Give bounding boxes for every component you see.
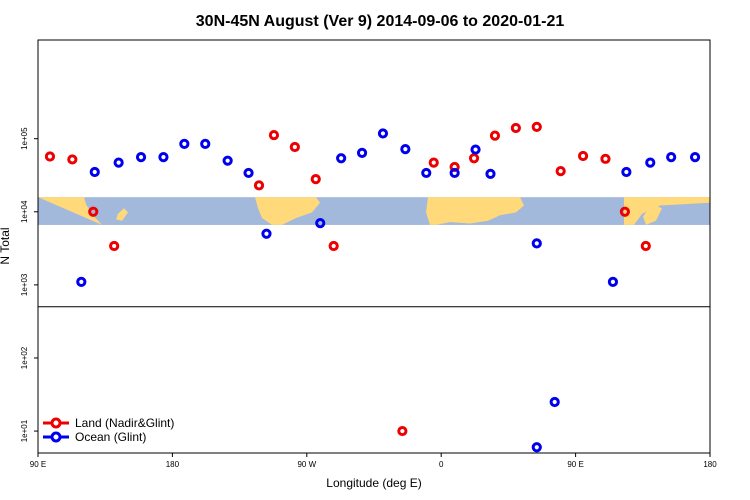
land-point-2 <box>88 206 99 217</box>
land-point-0 <box>44 151 56 162</box>
x-axis-label: Longitude (deg E) <box>326 476 421 490</box>
ocean-point-22 <box>607 276 619 287</box>
map-landmass-0 <box>38 197 102 225</box>
ocean-point-1 <box>89 166 100 178</box>
ocean-point-7 <box>222 155 233 166</box>
y-tick-label-3: 1e+04 <box>20 200 29 223</box>
map-ocean <box>38 197 710 225</box>
x-tick-label-4: 90 E <box>567 460 583 469</box>
x-tick-label-5: 180 <box>703 460 717 469</box>
x-tick-label-0: 90 E <box>30 460 46 469</box>
plot-frame <box>37 39 711 454</box>
land-point-9 <box>397 425 408 437</box>
legend-marker-land <box>50 417 62 429</box>
ocean-point-6 <box>200 138 211 149</box>
ocean-point-5 <box>179 138 190 149</box>
legend-marker-ocean <box>50 431 62 443</box>
ocean-point-9 <box>261 228 272 239</box>
land-point-10 <box>428 157 439 168</box>
x-axis: 90 E 180 90 W 0 90 E 180 <box>30 453 717 469</box>
ocean-point-21 <box>549 396 560 408</box>
data-points <box>44 121 701 453</box>
ocean-point-10 <box>315 218 326 229</box>
ocean-point-4 <box>158 151 169 163</box>
map-landmass-2 <box>255 197 320 225</box>
x-tick-label-1: 180 <box>166 460 180 469</box>
land-point-12 <box>468 153 480 164</box>
y-tick-label-1: 1e+02 <box>20 346 29 369</box>
y-tick-label-0: 1e+01 <box>20 419 29 442</box>
legend-item-land: Land (Nadir&Glint) <box>43 416 174 430</box>
land-point-18 <box>600 153 611 164</box>
map-landmass-4 <box>624 197 710 225</box>
y-tick-label-4: 1e+05 <box>20 127 29 150</box>
ocean-point-20 <box>531 442 542 453</box>
map-landmass-3 <box>426 197 524 225</box>
y-axis: 1e+01 1e+02 1e+03 1e+04 1e+05 <box>20 127 38 442</box>
land-point-1 <box>67 154 78 165</box>
legend: Land (Nadir&Glint) Ocean (Glint) <box>43 416 174 444</box>
ocean-point-17 <box>470 144 481 155</box>
map-landmass-5 <box>643 204 662 225</box>
legend-label-ocean: Ocean (Glint) <box>75 430 146 444</box>
land-point-13 <box>489 130 501 141</box>
y-tick-label-2: 1e+03 <box>20 273 29 296</box>
map-landmass-1 <box>116 208 128 221</box>
x-tick-label-3: 0 <box>439 460 444 469</box>
x-tick-label-2: 90 W <box>297 460 316 469</box>
ocean-point-26 <box>689 151 701 163</box>
land-point-3 <box>109 240 120 252</box>
ocean-point-25 <box>666 151 677 163</box>
land-point-15 <box>531 121 542 132</box>
y-axis-label: N Total <box>0 227 12 264</box>
ocean-point-23 <box>621 166 632 178</box>
ocean-point-0 <box>76 276 87 287</box>
land-point-7 <box>310 173 321 185</box>
legend-label-land: Land (Nadir&Glint) <box>75 416 174 430</box>
land-point-8 <box>328 240 339 252</box>
land-point-14 <box>510 122 521 134</box>
ocean-point-3 <box>135 151 147 163</box>
land-point-4 <box>253 180 265 191</box>
ocean-point-13 <box>377 128 389 139</box>
land-point-17 <box>577 150 589 162</box>
ocean-point-24 <box>645 157 656 168</box>
land-point-19 <box>619 206 630 217</box>
ocean-point-15 <box>421 167 432 179</box>
land-point-6 <box>289 141 300 153</box>
land-point-5 <box>268 129 280 141</box>
ocean-point-8 <box>243 167 254 179</box>
world-map-band <box>38 197 710 225</box>
chart-title: 30N-45N August (Ver 9) 2014-09-06 to 202… <box>196 13 565 30</box>
ocean-point-11 <box>336 153 347 164</box>
land-point-16 <box>555 166 566 177</box>
map-land <box>38 197 710 225</box>
ocean-point-2 <box>113 157 124 168</box>
ocean-point-14 <box>400 144 411 155</box>
legend-item-ocean: Ocean (Glint) <box>43 430 146 444</box>
ocean-point-19 <box>531 238 542 249</box>
ocean-point-16 <box>449 167 460 179</box>
land-point-20 <box>640 240 651 252</box>
ocean-point-18 <box>485 168 496 179</box>
ocean-point-12 <box>356 147 368 158</box>
